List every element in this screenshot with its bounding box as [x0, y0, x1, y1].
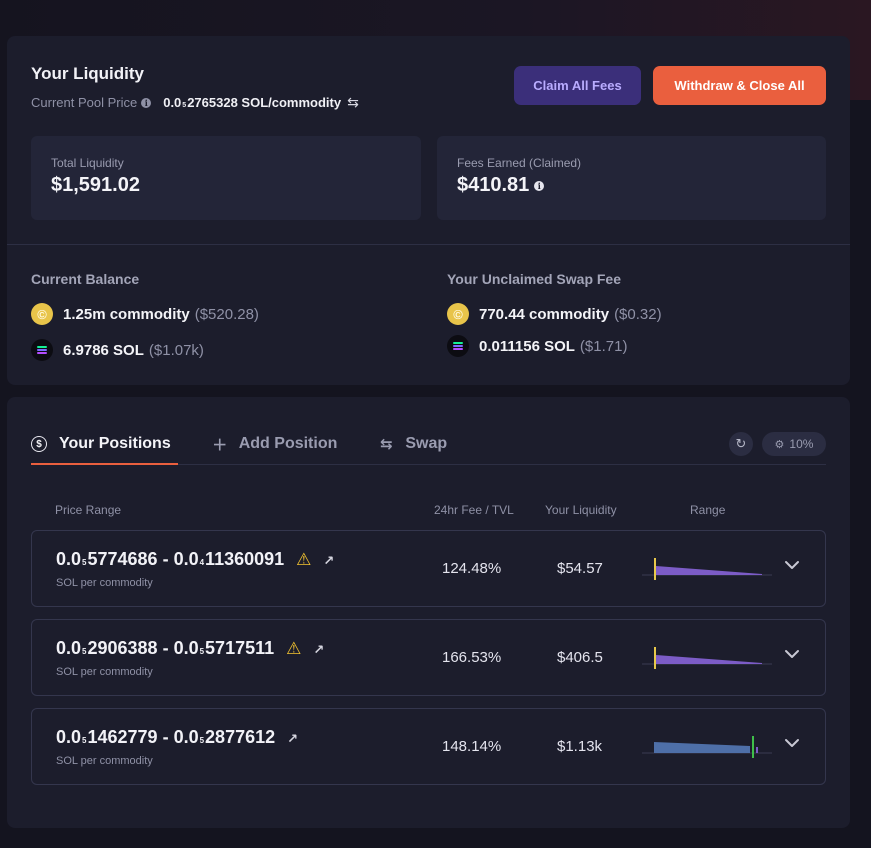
refresh-icon: ↻ [735, 436, 747, 451]
claim-all-fees-button[interactable]: Claim All Fees [514, 66, 641, 105]
slippage-button[interactable]: ⚙ 10% [762, 432, 826, 456]
liquidity-value: $54.57 [557, 560, 603, 577]
tab-add-position[interactable]: ＋ Add Position [212, 435, 338, 454]
unclaimed-swap-fee-title: Your Unclaimed Swap Fee [447, 271, 622, 287]
sol-token-icon [447, 335, 469, 357]
tab-your-positions[interactable]: $ Your Positions [31, 433, 171, 455]
position-row[interactable]: 0.0 5 1462779 - 0.0 5 2877612 ↗ SOL per commod… [31, 708, 826, 785]
external-link-icon[interactable]: ↗ [313, 642, 325, 657]
range-chart [642, 558, 772, 580]
liquidity-title: Your Liquidity [31, 64, 145, 83]
liquidity-distribution-bar [654, 742, 750, 753]
chevron-down-icon[interactable] [782, 644, 802, 664]
commodity-token-icon [447, 303, 469, 325]
position-row[interactable]: 0.0 5 5774686 - 0.0 4 11360091 ⚠ ↗ SOL per comm… [31, 530, 826, 607]
external-link-icon[interactable]: ↗ [287, 731, 299, 746]
liquidity-bin-bar [756, 747, 758, 753]
unclaimed-row-sol: 0.011156 SOL ($1.71) [447, 335, 662, 357]
invert-price-icon[interactable]: ⇆ [347, 94, 359, 110]
token-amount: 770.44 commodity [479, 305, 610, 323]
liquidity-distribution-bar [656, 655, 762, 664]
price-unit: SOL per commodity [56, 666, 153, 678]
total-liquidity-value: $1,591.02 [51, 174, 140, 196]
total-liquidity-box: Total Liquidity $1,591.02 [31, 136, 421, 220]
price-range-text: 0.0 5 2906388 - 0.0 5 5717511 ⚠ ↗ [56, 638, 325, 658]
price-unit: SOL per commodity [56, 577, 153, 589]
pool-price-label: Current Pool Price [31, 95, 138, 110]
liquidity-card: Your Liquidity Current Pool Price i 0.0 5… [7, 36, 850, 385]
price-range-text: 0.0 5 5774686 - 0.0 4 11360091 ⚠ ↗ [56, 549, 335, 569]
sol-token-icon [31, 339, 53, 361]
liquidity-value: $1.13k [557, 738, 603, 755]
current-price-marker [654, 647, 656, 669]
fees-earned-label: Fees Earned (Claimed) [457, 156, 582, 170]
balance-row-sol: 6.9786 SOL ($1.07k) [31, 339, 259, 361]
swap-arrows-icon: ⇆ [380, 436, 393, 453]
current-price-marker [752, 736, 754, 758]
current-balance-title: Current Balance [31, 271, 140, 287]
current-price-marker [654, 558, 656, 580]
token-usd: ($0.32) [614, 305, 662, 323]
tab-swap[interactable]: ⇆ Swap [377, 433, 447, 455]
token-amount: 6.9786 SOL [63, 341, 144, 359]
sliders-icon: ⚙ [774, 438, 785, 451]
header-range: Range [690, 503, 726, 517]
commodity-token-icon [31, 303, 53, 325]
info-icon[interactable]: i [141, 97, 152, 108]
price-range-text: 0.0 5 1462779 - 0.0 5 2877612 ↗ [56, 727, 299, 747]
header-fee-tvl: 24hr Fee / TVL [434, 503, 514, 517]
range-chart [642, 736, 772, 758]
unclaimed-swap-fee: Your Unclaimed Swap Fee 770.44 commodity… [447, 271, 662, 357]
token-amount: 1.25m commodity [63, 305, 190, 323]
pool-price-row: Current Pool Price i 0.0 5 2765328 SOL/com… [31, 94, 359, 111]
warning-icon: ⚠ [296, 550, 312, 569]
token-usd: ($1.07k) [148, 341, 204, 359]
liquidity-value: $406.5 [557, 649, 603, 666]
refresh-button[interactable]: ↻ [729, 432, 753, 456]
token-amount: 0.011156 SOL [479, 337, 575, 355]
info-icon[interactable]: i [534, 180, 545, 191]
external-link-icon[interactable]: ↗ [323, 553, 335, 568]
fee-tvl-value: 124.48% [442, 560, 502, 577]
positions-tabs: $ Your Positions ＋ Add Position ⇆ Swap [31, 433, 487, 455]
chevron-down-icon[interactable] [782, 555, 802, 575]
pool-price-value: 0.0 5 2765328 SOL/commodity [163, 95, 342, 110]
position-row[interactable]: 0.0 5 2906388 - 0.0 5 5717511 ⚠ ↗ SOL per commo… [31, 619, 826, 696]
divider [7, 244, 850, 245]
token-usd: ($520.28) [194, 305, 259, 323]
unclaimed-row-commodity: 770.44 commodity ($0.32) [447, 303, 662, 325]
token-usd: ($1.71) [579, 337, 628, 355]
fees-earned-box: Fees Earned (Claimed) $410.81 i [437, 136, 826, 220]
active-tab-indicator [31, 463, 178, 465]
price-unit: SOL per commodity [56, 755, 153, 767]
plus-icon: ＋ [212, 436, 228, 454]
range-chart [642, 647, 772, 669]
positions-card: $ Your Positions ＋ Add Position ⇆ Swap ↻… [7, 397, 850, 828]
total-liquidity-label: Total Liquidity [51, 156, 124, 170]
chevron-down-icon[interactable] [782, 733, 802, 753]
warning-icon: ⚠ [286, 639, 302, 658]
header-price-range: Price Range [55, 503, 122, 517]
fees-earned-value: $410.81 i [457, 174, 545, 197]
tab-divider [31, 464, 826, 465]
current-balance: Current Balance 1.25m commodity ($520.28… [31, 271, 259, 361]
balance-row-commodity: 1.25m commodity ($520.28) [31, 303, 259, 325]
dollar-circle-icon: $ [31, 436, 47, 452]
header-your-liquidity: Your Liquidity [545, 503, 617, 517]
liquidity-distribution-bar [656, 566, 762, 575]
slippage-value: 10% [789, 437, 814, 451]
withdraw-close-all-button[interactable]: Withdraw & Close All [653, 66, 826, 105]
fee-tvl-value: 166.53% [442, 649, 502, 666]
fee-tvl-value: 148.14% [442, 738, 502, 755]
